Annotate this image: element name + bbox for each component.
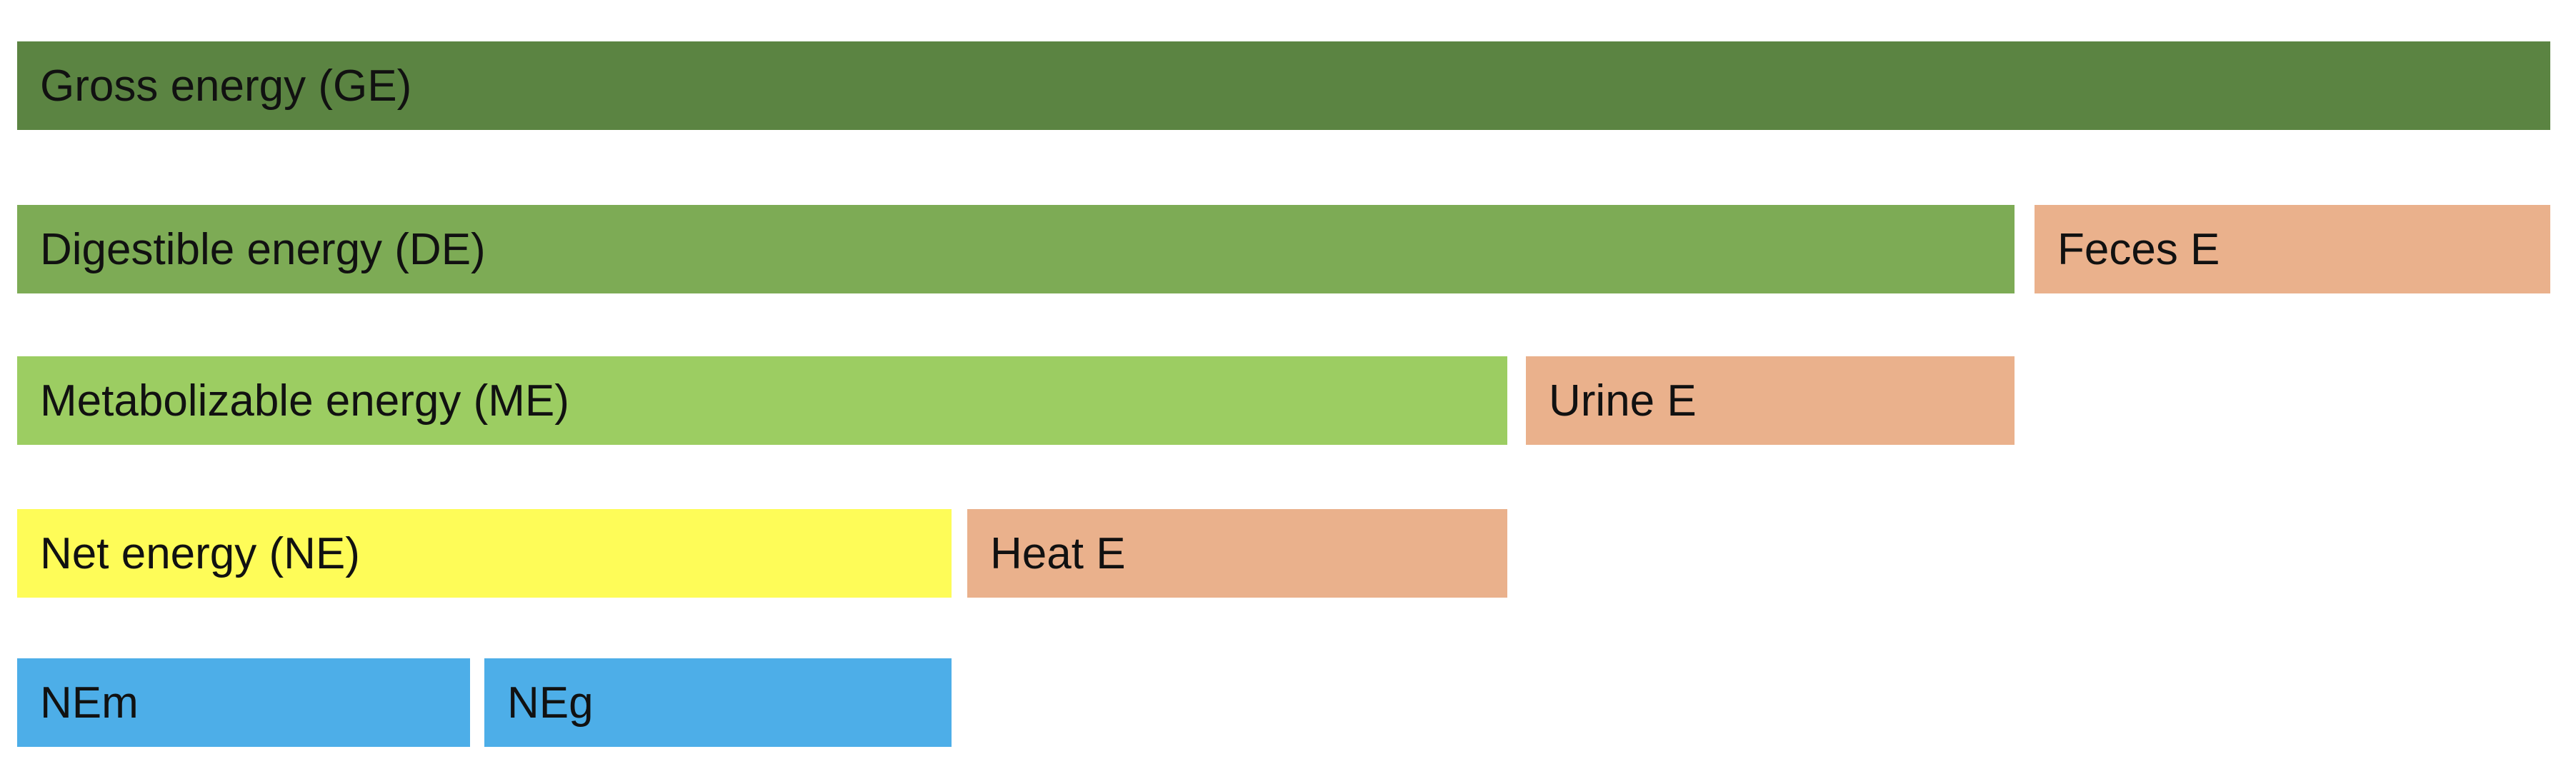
digestible-energy-label: Digestible energy (DE) [40, 224, 486, 274]
urine-energy-label: Urine E [1549, 376, 1697, 426]
gross-energy-label: Gross energy (GE) [40, 61, 412, 111]
metabolizable-energy-label: Metabolizable energy (ME) [40, 376, 569, 426]
heat-energy-box: Heat E [967, 509, 1507, 598]
digestible-energy-box: Digestible energy (DE) [17, 205, 2015, 293]
feces-energy-label: Feces E [2057, 224, 2220, 274]
neg-label: NEg [507, 678, 594, 728]
feces-energy-box: Feces E [2035, 205, 2550, 293]
nem-label: NEm [40, 678, 139, 728]
nem-box: NEm [17, 658, 470, 747]
urine-energy-box: Urine E [1526, 356, 2015, 445]
gross-energy-box: Gross energy (GE) [17, 41, 2550, 130]
metabolizable-energy-box: Metabolizable energy (ME) [17, 356, 1507, 445]
net-energy-label: Net energy (NE) [40, 528, 360, 578]
neg-box: NEg [484, 658, 952, 747]
net-energy-box: Net energy (NE) [17, 509, 952, 598]
heat-energy-label: Heat E [990, 528, 1126, 578]
